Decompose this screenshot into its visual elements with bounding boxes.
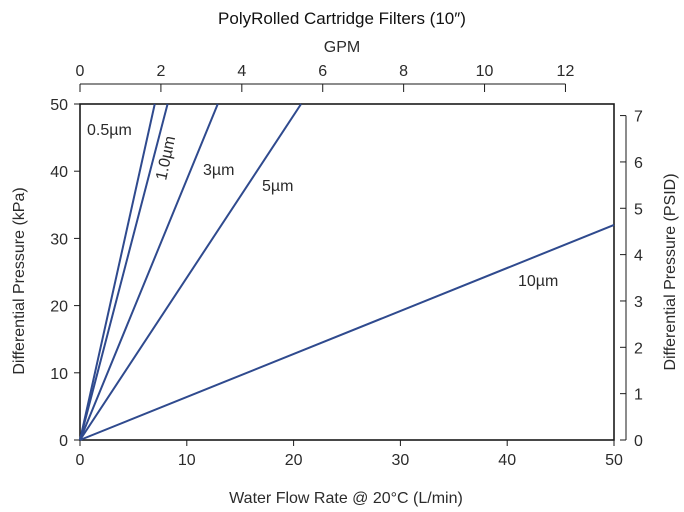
x-tick-label: 50 — [605, 452, 623, 469]
right-axis-label: Differential Pressure (PSID) — [662, 173, 679, 370]
y2-tick-label: 2 — [634, 340, 643, 357]
series-line — [79, 103, 219, 441]
y2-tick-label: 6 — [634, 155, 643, 172]
series-line — [79, 103, 302, 441]
x2-tick-label: 0 — [76, 63, 85, 80]
bottom-axis-label: Water Flow Rate @ 20°C (L/min) — [229, 490, 463, 507]
y2-tick-label: 5 — [634, 201, 643, 218]
y-tick-label: 40 — [50, 164, 68, 181]
series-line — [79, 103, 156, 441]
x2-tick-label: 8 — [399, 63, 408, 80]
top-axis-label: GPM — [324, 39, 360, 56]
series-lines — [79, 103, 615, 441]
y-tick-label: 10 — [50, 366, 68, 383]
y2-tick-label: 4 — [634, 248, 643, 265]
y-tick-label: 50 — [50, 97, 68, 114]
x-tick-label: 20 — [285, 452, 303, 469]
x-tick-label: 10 — [178, 452, 196, 469]
y2-tick-label: 0 — [634, 433, 643, 450]
x2-tick-label: 4 — [237, 63, 246, 80]
series-line — [79, 224, 615, 441]
series-line — [79, 103, 169, 441]
x-tick-label: 0 — [76, 452, 85, 469]
x2-tick-label: 12 — [557, 63, 575, 80]
series-label: 10µm — [518, 273, 558, 290]
chart-title: PolyRolled Cartridge Filters (10″) — [218, 9, 466, 28]
x2-tick-label: 10 — [476, 63, 494, 80]
y-tick-label: 0 — [59, 433, 68, 450]
x2-tick-label: 6 — [318, 63, 327, 80]
y2-tick-label: 7 — [634, 109, 643, 126]
y-tick-label: 30 — [50, 231, 68, 248]
series-label: 3µm — [203, 162, 234, 179]
x2-tick-label: 2 — [156, 63, 165, 80]
x-tick-label: 30 — [392, 452, 410, 469]
series-label: 0.5µm — [87, 122, 132, 139]
y-tick-label: 20 — [50, 299, 68, 316]
series-label: 5µm — [262, 178, 293, 195]
y2-tick-label: 3 — [634, 294, 643, 311]
y2-tick-label: 1 — [634, 387, 643, 404]
x-tick-label: 40 — [498, 452, 516, 469]
left-axis-label: Differential Pressure (kPa) — [11, 187, 28, 374]
plot-area-frame — [79, 103, 615, 441]
